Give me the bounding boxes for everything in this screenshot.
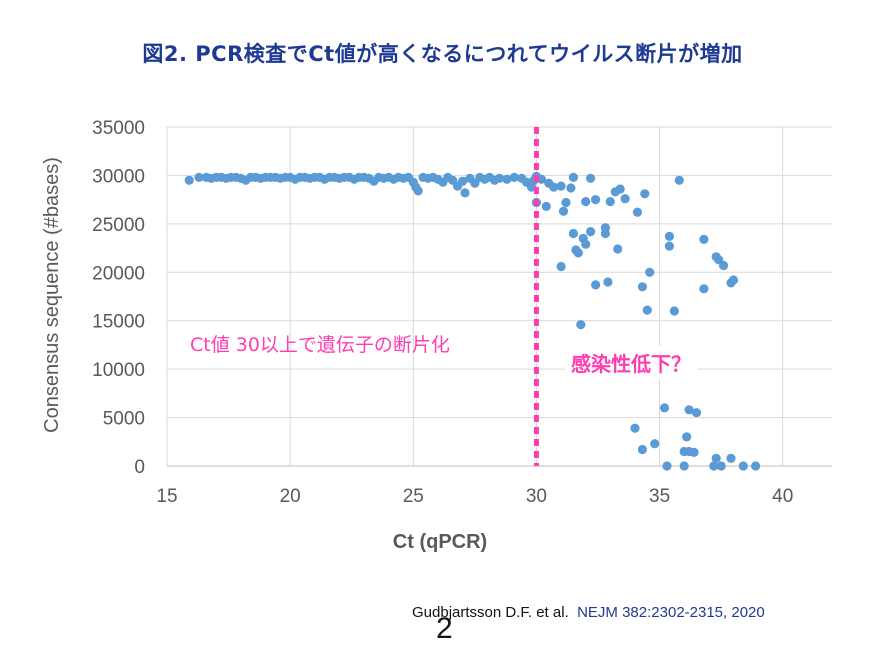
data-point — [413, 186, 423, 196]
data-point — [726, 453, 736, 463]
data-point — [751, 461, 761, 471]
data-point — [662, 461, 672, 471]
data-point — [640, 189, 650, 199]
slide-number: 2 — [436, 612, 453, 645]
data-point — [679, 461, 689, 471]
citation-journal: NEJM 382:2302-2315, 2020 — [577, 604, 765, 621]
data-point — [669, 306, 680, 316]
data-point — [684, 405, 694, 415]
data-point — [502, 174, 512, 184]
x-tick-label: 25 — [403, 486, 424, 507]
data-point — [603, 277, 613, 287]
data-point — [699, 234, 709, 244]
data-points — [184, 171, 761, 471]
data-point — [566, 183, 576, 193]
x-axis-label: Ct (qPCR) — [393, 531, 487, 553]
data-point — [699, 284, 709, 294]
annotation-fragmentation: Ct値 30以上で遺伝子の断片化 — [190, 334, 450, 356]
data-point — [458, 176, 468, 186]
annotation-infectivity: 感染性低下？ — [565, 346, 697, 379]
data-point — [568, 172, 579, 182]
x-tick-label: 30 — [526, 486, 547, 507]
data-point — [561, 197, 571, 208]
x-tick-label: 35 — [649, 486, 670, 507]
data-point — [691, 408, 702, 418]
x-tick-label: 15 — [156, 486, 177, 507]
x-tick-label: 40 — [772, 486, 793, 507]
y-tick-label: 0 — [134, 457, 145, 478]
data-point — [460, 188, 470, 198]
data-point — [494, 173, 505, 183]
data-point — [637, 282, 648, 292]
data-point — [591, 195, 601, 205]
data-point — [632, 207, 643, 217]
data-point — [586, 173, 596, 183]
data-point — [576, 320, 586, 330]
data-point — [581, 239, 591, 249]
data-point — [194, 172, 204, 182]
x-tick-labels: 15 20 25 30 35 40 — [156, 486, 793, 507]
data-point — [605, 197, 615, 207]
data-point — [716, 461, 726, 471]
data-point — [556, 181, 566, 191]
y-tick-label: 35000 — [92, 118, 145, 139]
data-point — [184, 175, 194, 185]
data-point — [674, 175, 684, 185]
data-point — [591, 280, 601, 290]
x-tick-label: 20 — [280, 486, 301, 507]
y-tick-label: 5000 — [103, 409, 145, 430]
y-tick-label: 10000 — [92, 360, 145, 381]
data-point — [613, 244, 623, 254]
data-point — [728, 275, 739, 285]
data-point — [645, 267, 655, 277]
data-point — [556, 261, 566, 272]
citation-authors: Gudbjartsson D.F. et al. — [412, 604, 569, 621]
y-axis-label: Consensus sequence (#bases) — [41, 157, 63, 433]
data-point — [586, 227, 596, 237]
data-point — [630, 423, 640, 433]
y-tick-labels: 0 5000 10000 15000 20000 25000 30000 35000 — [92, 118, 145, 478]
data-point — [573, 248, 583, 258]
data-point — [600, 223, 611, 233]
data-point — [650, 439, 660, 449]
data-point — [711, 453, 721, 463]
data-point — [581, 197, 591, 207]
data-point — [615, 184, 625, 194]
data-point — [620, 194, 630, 204]
data-point — [568, 228, 579, 239]
data-point — [558, 206, 569, 216]
data-point — [541, 201, 551, 211]
data-point — [509, 172, 519, 182]
data-point — [642, 305, 652, 315]
data-point — [689, 447, 699, 457]
data-point — [664, 241, 675, 251]
data-point — [719, 260, 729, 271]
data-point — [709, 461, 719, 471]
y-tick-label: 20000 — [92, 263, 145, 284]
data-point — [536, 174, 547, 184]
y-tick-label: 15000 — [92, 312, 145, 333]
y-tick-label: 25000 — [92, 215, 145, 236]
data-point — [637, 444, 648, 455]
data-point — [738, 461, 748, 471]
data-point — [664, 231, 675, 241]
chart-title: 図2. PCR検査でCt値が高くなるにつれてウイルス断片が増加 — [142, 42, 743, 66]
y-tick-label: 30000 — [92, 166, 145, 187]
data-point — [549, 182, 559, 192]
data-point — [682, 432, 692, 442]
citation: Gudbjartsson D.F. et al. NEJM 382:2302-2… — [412, 604, 765, 621]
data-point — [659, 403, 670, 413]
